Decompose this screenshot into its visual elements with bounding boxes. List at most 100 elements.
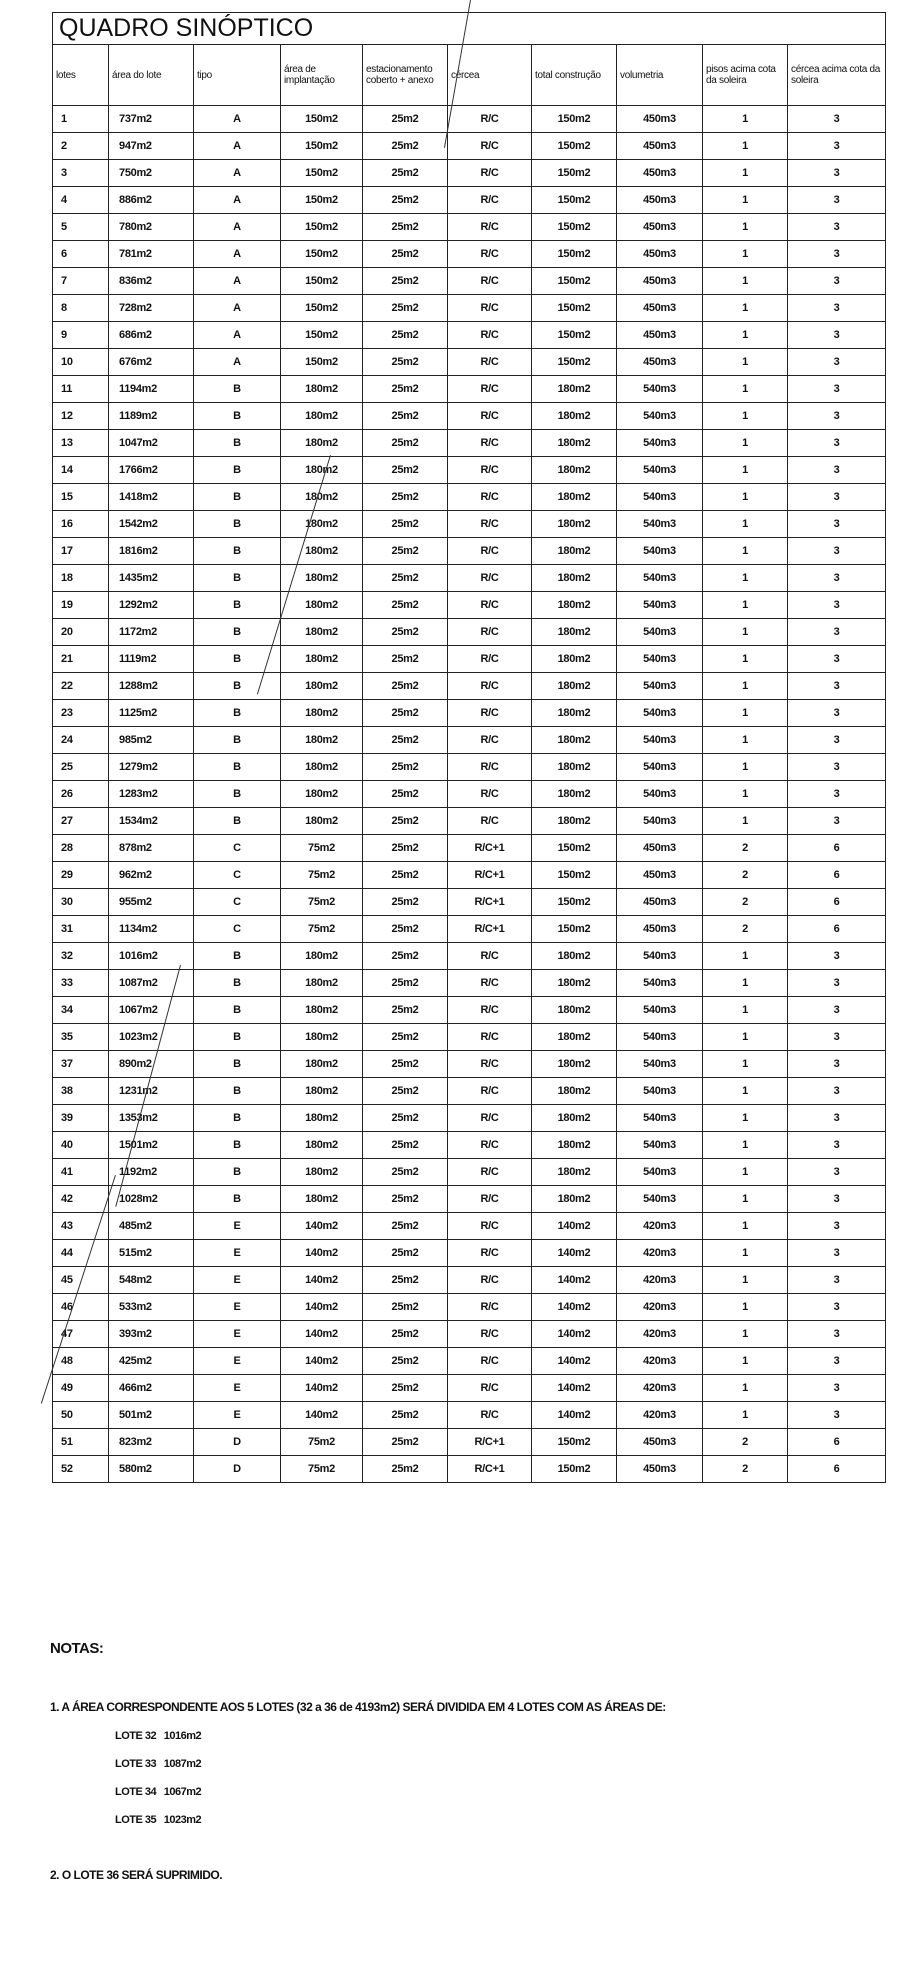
floors-cell: 1: [702, 996, 788, 1024]
floors-cell: 1: [702, 780, 788, 808]
parking-area-cell: 25m2: [362, 483, 448, 511]
parking-area-cell: 25m2: [362, 1050, 448, 1078]
implantation-area-cell: 150m2: [280, 294, 363, 322]
lote-number-cell: 6: [52, 240, 109, 268]
total-construction-cell: 150m2: [531, 348, 617, 376]
cercea-height-cell: 3: [786, 753, 887, 781]
lot-area-cell: 466m2: [108, 1374, 194, 1402]
table-row: 38 1231m2 B 180m2 25m2 R/C 180m2 540m3 1 3: [52, 1077, 887, 1105]
cercea-height-cell: 3: [786, 375, 887, 403]
implantation-area-cell: 140m2: [280, 1374, 363, 1402]
lote-number-cell: 32: [52, 942, 109, 970]
floors-cell: 1: [702, 1185, 788, 1213]
table-row: 8 728m2 A 150m2 25m2 R/C 150m2 450m3 1 3: [52, 294, 887, 322]
cercea-cell: R/C: [447, 186, 532, 214]
parking-area-cell: 25m2: [362, 213, 448, 241]
total-construction-cell: 150m2: [531, 915, 617, 943]
cercea-cell: R/C: [447, 564, 532, 592]
column-header: pisos acima cota da soleira: [702, 44, 788, 106]
type-cell: E: [193, 1320, 281, 1348]
volumetry-cell: 540m3: [616, 1023, 703, 1051]
parking-area-cell: 25m2: [362, 1023, 448, 1051]
lot-area-cell: 1501m2: [108, 1131, 194, 1159]
cercea-cell: R/C: [447, 402, 532, 430]
volumetry-cell: 450m3: [616, 915, 703, 943]
cercea-height-cell: 3: [786, 1239, 887, 1267]
volumetry-cell: 540m3: [616, 780, 703, 808]
volumetry-cell: 540m3: [616, 1185, 703, 1213]
total-construction-cell: 180m2: [531, 1050, 617, 1078]
implantation-area-cell: 180m2: [280, 483, 363, 511]
cercea-height-cell: 3: [786, 1023, 887, 1051]
table-row: 37 890m2 B 180m2 25m2 R/C 180m2 540m3 1 3: [52, 1050, 887, 1078]
type-cell: B: [193, 456, 281, 484]
lot-area-cell: 1028m2: [108, 1185, 194, 1213]
total-construction-cell: 180m2: [531, 726, 617, 754]
implantation-area-cell: 180m2: [280, 429, 363, 457]
cercea-height-cell: 6: [786, 834, 887, 862]
total-construction-cell: 140m2: [531, 1347, 617, 1375]
cercea-height-cell: 3: [786, 1266, 887, 1294]
total-construction-cell: 140m2: [531, 1266, 617, 1294]
table-row: 12 1189m2 B 180m2 25m2 R/C 180m2 540m3 1 3: [52, 402, 887, 430]
implantation-area-cell: 180m2: [280, 645, 363, 673]
volumetry-cell: 420m3: [616, 1347, 703, 1375]
volumetry-cell: 450m3: [616, 1428, 703, 1456]
floors-cell: 2: [702, 834, 788, 862]
volumetry-cell: 450m3: [616, 294, 703, 322]
lote-number-cell: 23: [52, 699, 109, 727]
total-construction-cell: 180m2: [531, 942, 617, 970]
type-cell: B: [193, 510, 281, 538]
cercea-height-cell: 3: [786, 618, 887, 646]
parking-area-cell: 25m2: [362, 672, 448, 700]
implantation-area-cell: 75m2: [280, 861, 363, 889]
lot-area-cell: 1534m2: [108, 807, 194, 835]
column-header: lotes: [52, 44, 109, 106]
cercea-cell: R/C: [447, 672, 532, 700]
lote-number-cell: 1: [52, 105, 109, 133]
lote-number-cell: 27: [52, 807, 109, 835]
cercea-cell: R/C+1: [447, 861, 532, 889]
type-cell: B: [193, 1077, 281, 1105]
type-cell: B: [193, 753, 281, 781]
cercea-cell: R/C: [447, 1374, 532, 1402]
cercea-height-cell: 3: [786, 1212, 887, 1240]
type-cell: A: [193, 105, 281, 133]
total-construction-cell: 150m2: [531, 294, 617, 322]
parking-area-cell: 25m2: [362, 1293, 448, 1321]
floors-cell: 1: [702, 132, 788, 160]
volumetry-cell: 420m3: [616, 1212, 703, 1240]
total-construction-cell: 180m2: [531, 1104, 617, 1132]
volumetry-cell: 450m3: [616, 348, 703, 376]
total-construction-cell: 150m2: [531, 321, 617, 349]
table-row: 50 501m2 E 140m2 25m2 R/C 140m2 420m3 1 3: [52, 1401, 887, 1429]
lot-area-cell: 1067m2: [108, 996, 194, 1024]
cercea-height-cell: 3: [786, 969, 887, 997]
parking-area-cell: 25m2: [362, 969, 448, 997]
floors-cell: 1: [702, 1374, 788, 1402]
note-lot-33: LOTE 33 1087m2: [115, 1758, 202, 1770]
volumetry-cell: 540m3: [616, 564, 703, 592]
cercea-height-cell: 3: [786, 1293, 887, 1321]
volumetry-cell: 540m3: [616, 510, 703, 538]
type-cell: A: [193, 186, 281, 214]
cercea-cell: R/C: [447, 1185, 532, 1213]
cercea-height-cell: 3: [786, 105, 887, 133]
cercea-cell: R/C: [447, 213, 532, 241]
implantation-area-cell: 180m2: [280, 942, 363, 970]
cercea-height-cell: 3: [786, 213, 887, 241]
total-construction-cell: 180m2: [531, 672, 617, 700]
implantation-area-cell: 150m2: [280, 267, 363, 295]
floors-cell: 1: [702, 1239, 788, 1267]
note-lot-35: LOTE 35 1023m2: [115, 1814, 202, 1826]
lot-area-cell: 1435m2: [108, 564, 194, 592]
parking-area-cell: 25m2: [362, 1131, 448, 1159]
floors-cell: 1: [702, 348, 788, 376]
volumetry-cell: 540m3: [616, 942, 703, 970]
volumetry-cell: 450m3: [616, 1455, 703, 1483]
cercea-height-cell: 3: [786, 780, 887, 808]
cercea-height-cell: 6: [786, 861, 887, 889]
lot-area-cell: 580m2: [108, 1455, 194, 1483]
note-lot-32: LOTE 32 1016m2: [115, 1730, 202, 1742]
